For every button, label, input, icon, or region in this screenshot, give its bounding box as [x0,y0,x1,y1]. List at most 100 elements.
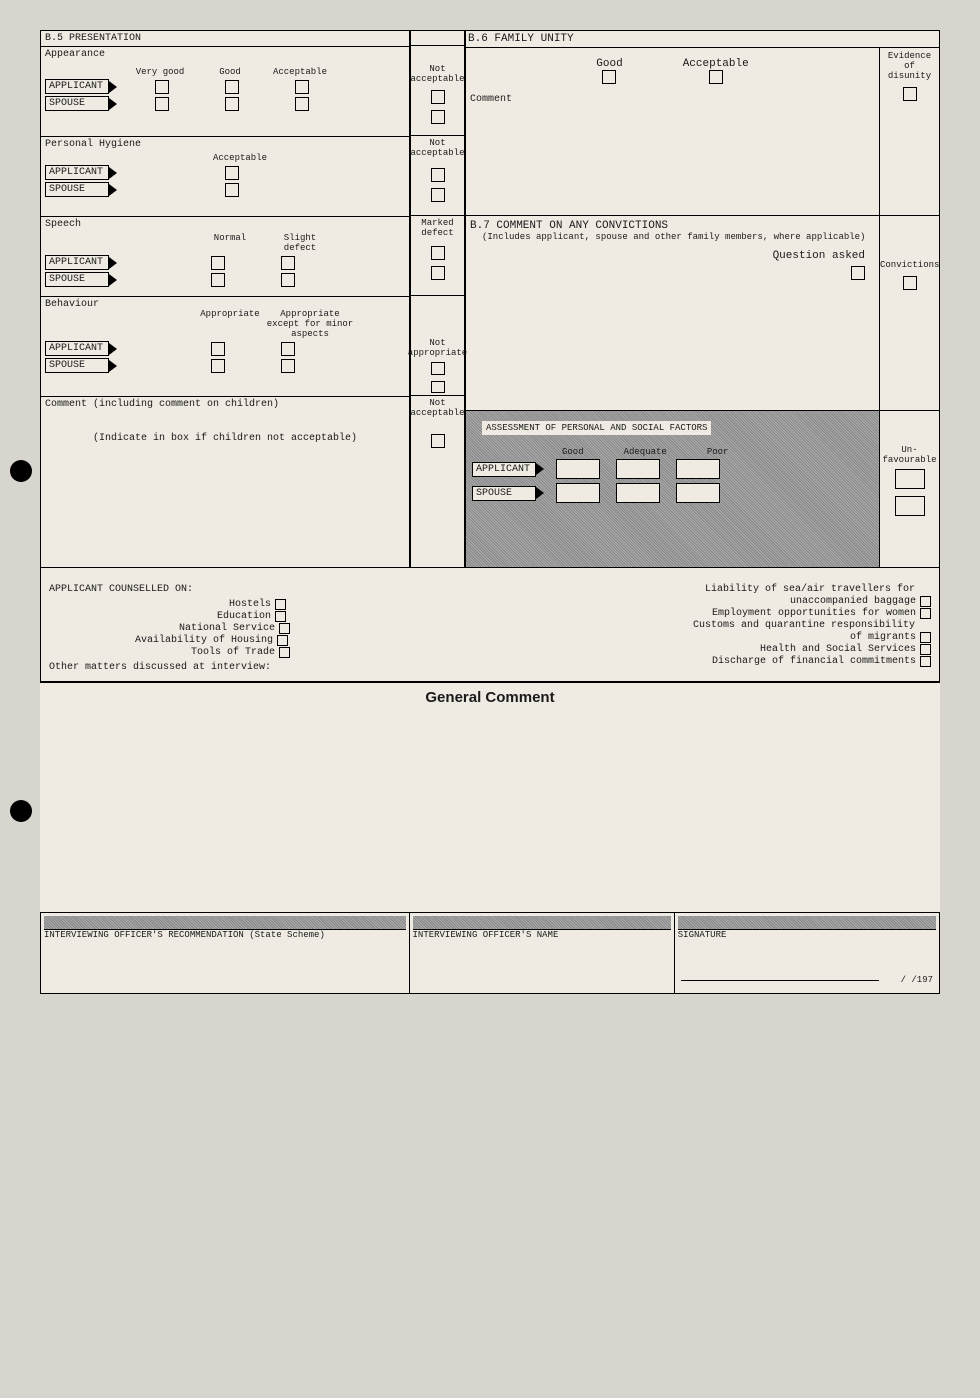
counsel-item: Availability of Housing [135,635,273,646]
b5-header: B.5 PRESENTATION [41,31,409,47]
spouse-label: SPOUSE [472,486,536,501]
rating-label: Appropriate except for minor aspects [265,309,355,339]
rating-label: Normal [195,233,265,253]
footer-section: INTERVIEWING OFFICER'S RECOMMENDATION (S… [40,912,940,994]
checkbox[interactable] [279,647,290,658]
behaviour-label: Behaviour [45,299,99,310]
counsel-item: Health and Social Services [760,644,916,655]
checkbox[interactable] [431,246,445,260]
speech-section: Speech Normal Slight defect APPLICANT SP… [41,217,409,297]
counsel-item: Tools of Trade [191,647,275,658]
checkbox[interactable] [920,596,931,607]
checkbox[interactable] [903,87,917,101]
checkbox[interactable] [275,599,286,610]
convictions-label: Convictions [880,260,939,270]
rating-label: Acceptable [205,153,275,163]
checkbox[interactable] [556,483,600,503]
checkbox[interactable] [211,256,225,270]
checkbox[interactable] [676,459,720,479]
b6-header: B.6 FAMILY UNITY [466,31,939,48]
checkbox[interactable] [281,256,295,270]
arrow-icon [536,487,544,499]
counsel-item: Education [217,611,271,622]
applicant-label: APPLICANT [45,79,109,94]
checkbox[interactable] [431,168,445,182]
rating-label: Very good [125,67,195,77]
checkbox[interactable] [211,342,225,356]
comment-children-section: Comment (including comment on children) … [41,397,409,567]
footer-name-label: INTERVIEWING OFFICER'S NAME [413,930,671,940]
checkbox[interactable] [225,166,239,180]
arrow-icon [109,167,117,179]
counsel-item: Employment opportunities for women [712,608,916,619]
checkbox[interactable] [895,496,925,516]
checkbox[interactable] [676,483,720,503]
neg-label: Marked defect [413,218,462,238]
question-asked-label: Question asked [773,250,865,262]
counsel-item: Hostels [229,599,271,610]
checkbox[interactable] [431,90,445,104]
arrow-icon [109,274,117,286]
rating-label: Good [195,67,265,77]
checkbox[interactable] [295,97,309,111]
checkbox[interactable] [556,459,600,479]
rating-label: Acceptable [265,67,335,77]
assessment-header: ASSESSMENT OF PERSONAL AND SOCIAL FACTOR… [482,421,711,435]
checkbox[interactable] [275,611,286,622]
punch-hole [10,460,32,482]
checkbox[interactable] [211,359,225,373]
checkbox[interactable] [295,80,309,94]
checkbox[interactable] [211,273,225,287]
checkbox[interactable] [281,359,295,373]
arrow-icon [109,184,117,196]
counsel-item: Discharge of financial commitments [712,656,916,667]
rating-label: Adequate [624,447,667,457]
appearance-section: Appearance Very good Good Acceptable APP… [41,47,409,137]
arrow-icon [536,463,544,475]
checkbox[interactable] [431,381,445,394]
applicant-label: APPLICANT [472,462,536,477]
checkbox[interactable] [281,342,295,356]
applicant-label: APPLICANT [45,165,109,180]
checkbox[interactable] [225,80,239,94]
checkbox[interactable] [431,434,445,448]
checkbox[interactable] [225,183,239,197]
comment-children-note: (Indicate in box if children not accepta… [45,433,405,444]
neg-label: Not acceptable [411,398,465,418]
checkbox[interactable] [602,70,616,84]
checkbox[interactable] [709,70,723,84]
checkbox[interactable] [431,266,445,280]
checkbox[interactable] [431,110,445,124]
checkbox[interactable] [279,623,290,634]
arrow-icon [109,360,117,372]
appearance-label: Appearance [45,49,105,60]
checkbox[interactable] [431,188,445,202]
applicant-label: APPLICANT [45,255,109,270]
neg-label: Not acceptable [411,64,465,84]
speech-label: Speech [45,219,81,230]
checkbox[interactable] [920,632,931,643]
checkbox[interactable] [920,656,931,667]
checkbox[interactable] [920,608,931,619]
checkbox[interactable] [616,483,660,503]
checkbox[interactable] [851,266,865,280]
footer-sig-label: SIGNATURE [678,930,936,940]
counsel-section: APPLICANT COUNSELLED ON: Hostels Educati… [40,576,940,682]
counsel-item: National Service [179,623,275,634]
checkbox[interactable] [895,469,925,489]
counsel-item: Customs and quarantine responsibility [490,620,931,631]
checkbox[interactable] [277,635,288,646]
spouse-label: SPOUSE [45,358,109,373]
neg-label: Not acceptable [411,138,465,158]
checkbox[interactable] [920,644,931,655]
checkbox[interactable] [903,276,917,290]
checkbox[interactable] [155,80,169,94]
hygiene-section: Personal Hygiene Acceptable APPLICANT SP… [41,137,409,217]
checkbox[interactable] [281,273,295,287]
b6-section: B.6 FAMILY UNITY Evidence of disunity Go… [466,31,939,216]
checkbox[interactable] [155,97,169,111]
checkbox[interactable] [225,97,239,111]
checkbox[interactable] [616,459,660,479]
unfav-label: Un-favourable [880,445,939,465]
checkbox[interactable] [431,362,445,375]
